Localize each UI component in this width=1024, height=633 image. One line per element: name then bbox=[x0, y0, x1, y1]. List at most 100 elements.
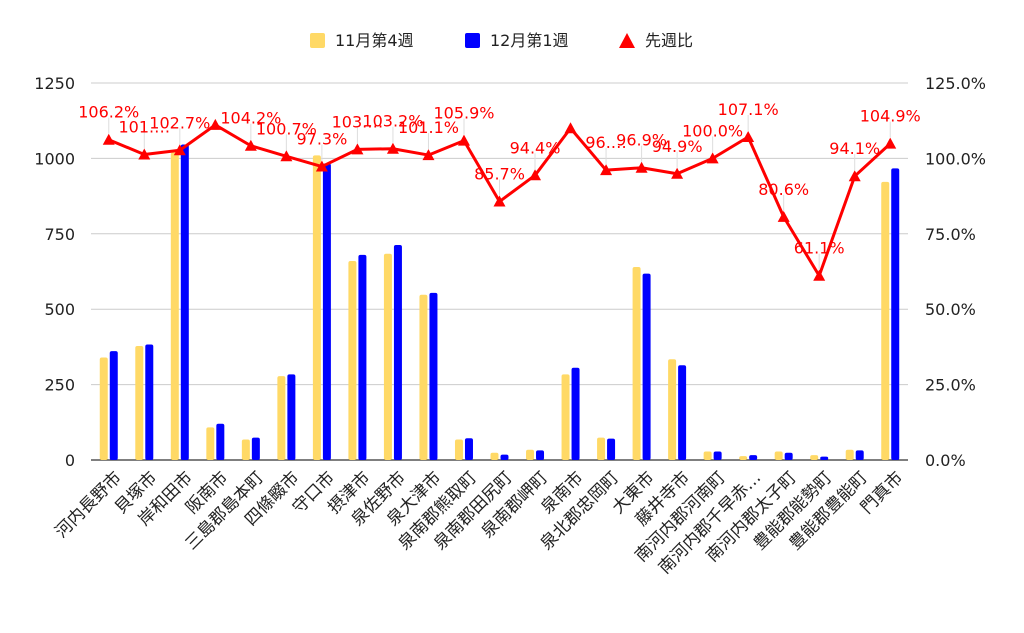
bar-week49 bbox=[464, 438, 473, 460]
ratio-data-label: 101.1% bbox=[398, 118, 459, 137]
ratio-marker bbox=[529, 169, 542, 181]
right-tick-label: 0.0% bbox=[925, 451, 966, 470]
ratio-marker bbox=[848, 170, 861, 182]
bar-week49 bbox=[393, 244, 402, 460]
ratio-data-label: 94.9% bbox=[652, 137, 703, 156]
bar-week48 bbox=[99, 357, 108, 460]
bar-week49 bbox=[713, 451, 722, 460]
bars bbox=[99, 144, 900, 461]
bar-week48 bbox=[135, 345, 144, 460]
ratio-marker bbox=[138, 148, 151, 160]
bar-week48 bbox=[845, 449, 854, 460]
ratio-data-label: 94.1% bbox=[829, 139, 880, 158]
bar-week49 bbox=[820, 456, 829, 460]
ratio-data-label: 105.9% bbox=[433, 104, 494, 123]
bar-week48 bbox=[312, 155, 321, 460]
ratio-data-label: 107.1% bbox=[718, 100, 779, 119]
ratio-marker bbox=[813, 269, 826, 281]
ratio-data-label: 106.2% bbox=[78, 103, 139, 122]
legend-item: 12月第1週 bbox=[465, 31, 569, 50]
legend-swatch bbox=[310, 33, 325, 48]
ratio-marker bbox=[102, 133, 115, 145]
legend-swatch bbox=[465, 33, 480, 48]
bar-week49 bbox=[109, 351, 118, 460]
bar-week48 bbox=[277, 376, 286, 460]
ratio-marker bbox=[386, 142, 399, 154]
legend-item: 先週比 bbox=[619, 31, 693, 50]
ratio-marker bbox=[742, 130, 755, 142]
bar-week48 bbox=[881, 181, 890, 460]
bar-week49 bbox=[145, 344, 154, 460]
ratio-marker bbox=[173, 144, 186, 156]
ratio-data-label: 101.… bbox=[118, 117, 170, 136]
legend-label: 先週比 bbox=[645, 31, 693, 50]
ratio-marker bbox=[315, 160, 328, 172]
bar-week49 bbox=[216, 423, 225, 460]
ratio-data-label: 100.0% bbox=[682, 121, 743, 140]
right-tick-label: 75.0% bbox=[925, 225, 976, 244]
ratio-data-label: 102.7% bbox=[149, 113, 210, 132]
ratio-marker bbox=[706, 152, 719, 164]
bar-week48 bbox=[241, 439, 250, 460]
ratio-data-label: 96.9% bbox=[616, 131, 667, 150]
bar-week48 bbox=[597, 437, 606, 460]
bar-week48 bbox=[668, 359, 677, 460]
ratio-data-label: 103.2% bbox=[362, 112, 423, 131]
bar-week48 bbox=[419, 294, 428, 460]
ratio-data-label: 96.… bbox=[585, 133, 626, 152]
ratio-data-label: 97.3% bbox=[296, 130, 347, 149]
ratio-marker bbox=[493, 195, 506, 207]
bar-week48 bbox=[774, 451, 783, 460]
bar-week49 bbox=[536, 450, 545, 460]
left-tick-label: 500 bbox=[44, 300, 75, 319]
ratio-data-label: 85.7% bbox=[474, 165, 525, 184]
ratio-data-label: 61.1% bbox=[794, 239, 845, 258]
bar-week48 bbox=[490, 452, 499, 460]
right-tick-label: 125.0% bbox=[925, 74, 986, 93]
bar-week49 bbox=[429, 292, 438, 460]
ratio-marker bbox=[280, 150, 293, 162]
bar-week49 bbox=[180, 144, 189, 460]
bar-week49 bbox=[855, 450, 864, 460]
right-tick-label: 100.0% bbox=[925, 149, 986, 168]
left-tick-label: 1250 bbox=[34, 74, 75, 93]
ratio-marker bbox=[600, 164, 613, 176]
bar-week49 bbox=[607, 438, 616, 460]
right-axis-ticks: 0.0% 25.0% 50.0% 75.0% 100.0% 125.0% bbox=[925, 74, 986, 470]
ratio-data-label: 100.7% bbox=[256, 119, 317, 138]
bar-week48 bbox=[348, 260, 357, 460]
ratio-marker bbox=[422, 149, 435, 161]
bar-week48 bbox=[383, 253, 392, 460]
ratio-line: 106.2%101.…102.7% 104.2%100.7%97.3%103.…1… bbox=[78, 100, 921, 281]
ratio-marker bbox=[564, 122, 577, 134]
bar-week49 bbox=[678, 365, 687, 460]
bar-week49 bbox=[571, 367, 580, 460]
bar-week49 bbox=[251, 437, 260, 460]
bar-week49 bbox=[749, 455, 758, 460]
legend-label: 11月第4週 bbox=[335, 31, 414, 50]
legend-label: 12月第1週 bbox=[490, 31, 569, 50]
bar-week48 bbox=[632, 266, 641, 460]
right-tick-label: 25.0% bbox=[925, 376, 976, 395]
bar-week48 bbox=[170, 152, 179, 461]
bar-week49 bbox=[784, 452, 793, 460]
ratio-marker bbox=[209, 118, 222, 130]
legend: 11月第4週 12月第1週 先週比 bbox=[310, 31, 693, 50]
ratio-data-label: 94.4% bbox=[510, 138, 561, 157]
bar-week48 bbox=[703, 451, 712, 460]
ratio-marker bbox=[244, 139, 257, 151]
right-tick-label: 50.0% bbox=[925, 300, 976, 319]
ratio-marker bbox=[635, 161, 648, 173]
bar-week48 bbox=[810, 455, 819, 460]
ratio-marker bbox=[777, 210, 790, 222]
bar-week48 bbox=[454, 439, 463, 460]
bar-week48 bbox=[739, 456, 748, 460]
bar-week49 bbox=[287, 374, 296, 460]
left-tick-label: 0 bbox=[65, 451, 75, 470]
ratio-marker bbox=[457, 134, 470, 146]
ratio-data-label: 104.2% bbox=[220, 109, 281, 128]
bar-week49 bbox=[891, 168, 900, 461]
left-axis-ticks: 0 250 500 750 1000 1250 bbox=[34, 74, 75, 470]
bar-week49 bbox=[322, 163, 331, 460]
